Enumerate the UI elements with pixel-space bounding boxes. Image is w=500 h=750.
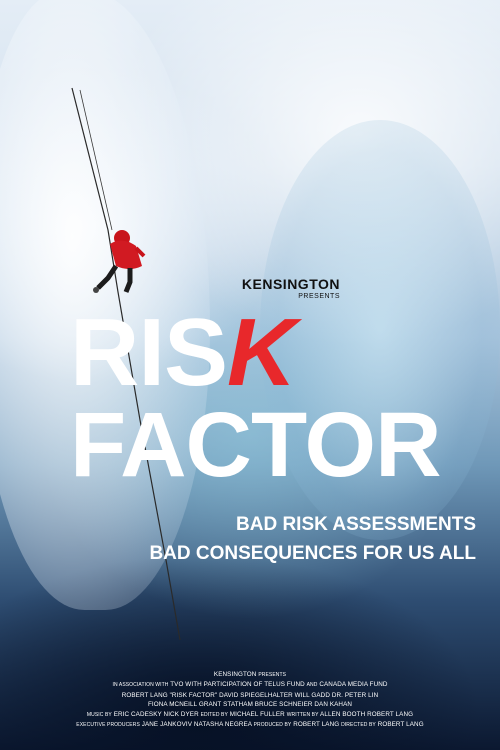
credit-association-label: IN ASSOCIATION WITH <box>112 682 169 689</box>
written-credit: ALLEN BOOTH ROBERT LANG <box>320 710 414 718</box>
produced-label: PRODUCED BY <box>253 722 292 729</box>
poster-title: RISK FACTOR <box>70 305 490 496</box>
studio-logo-block: KENSINGTON PRESENTS <box>180 276 340 300</box>
produced-credit: ROBERT LANG <box>293 721 340 729</box>
tagline-line-1: BAD RISK ASSESSMENTS <box>236 514 476 535</box>
edited-credit: MICHAEL FULLER <box>229 710 285 718</box>
ice-wall-highlight <box>0 0 210 610</box>
credit-and: AND <box>306 682 318 689</box>
written-label: WRITTEN BY <box>286 711 319 718</box>
frozen-waterfall <box>260 120 500 540</box>
studio-logo: KENSINGTON <box>241 276 340 292</box>
credit-association: TVO WITH PARTICIPATION OF TELUS FUND <box>170 681 305 689</box>
credits-line-3: ROBERT LANG "RISK FACTOR" DAVID SPIEGELH… <box>121 691 379 699</box>
presents-label: PRESENTS <box>298 293 340 300</box>
credits-line-2: IN ASSOCIATION WITH TVO WITH PARTICIPATI… <box>0 680 500 690</box>
exec-label: EXECUTIVE PRODUCERS <box>76 722 140 729</box>
tagline: BAD RISK ASSESSMENTS BAD CONSEQUENCES FO… <box>0 510 476 568</box>
credit-studio: KENSINGTON <box>213 671 257 678</box>
title-ris: RIS <box>70 299 228 406</box>
edited-label: EDITED BY <box>200 711 228 718</box>
exec-credit: JANE JANKOVIV NATASHA NEGREA <box>141 721 252 729</box>
music-label: MUSIC BY <box>86 711 112 718</box>
credits-line-4: FIONA MCNEILL GRANT STATHAM BRUCE SCHNEI… <box>147 701 353 709</box>
credit-presents: PRESENTS <box>258 672 287 678</box>
directed-credit: ROBERT LANG <box>377 721 424 729</box>
title-line-1: RISK <box>70 305 490 401</box>
title-line-2: FACTOR <box>70 394 442 496</box>
directed-label: DIRECTED BY <box>341 722 376 729</box>
music-credit: ERIC CADESKY NICK DYER <box>113 710 199 718</box>
title-red-k: K <box>227 299 296 406</box>
tagline-line-2: BAD CONSEQUENCES FOR US ALL <box>149 543 476 564</box>
credits-line-6: EXECUTIVE PRODUCERS JANE JANKOVIV NATASH… <box>0 720 500 730</box>
credits-line-1: KENSINGTON PRESENTS <box>0 670 500 680</box>
credit-cmf: CANADA MEDIA FUND <box>319 681 388 689</box>
credits-line-5: MUSIC BY ERIC CADESKY NICK DYER EDITED B… <box>0 710 500 720</box>
ice-climber <box>93 230 146 293</box>
billing-block: KENSINGTON PRESENTS IN ASSOCIATION WITH … <box>0 670 500 730</box>
